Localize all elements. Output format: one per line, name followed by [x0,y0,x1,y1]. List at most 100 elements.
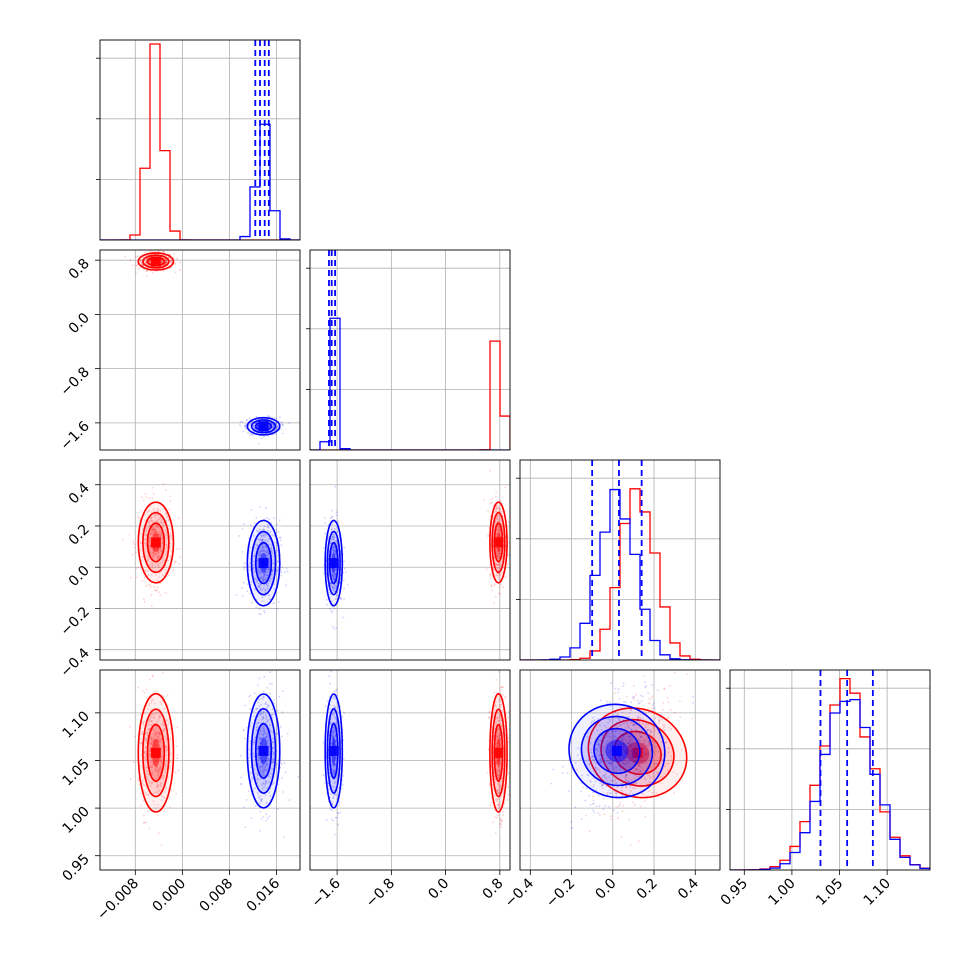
scatter-point [271,755,274,757]
scatter-point [258,506,261,509]
scatter-point [494,761,497,764]
scatter-point [496,800,499,803]
scatter-point [603,724,606,727]
scatter-point [165,547,168,550]
scatter-point [623,762,626,765]
density-peak-red [632,747,643,758]
scatter-point [335,794,338,796]
scatter-point [279,536,282,539]
scatter-point [262,727,265,729]
scatter-point [261,538,264,541]
scatter-point [628,818,631,821]
scatter-point [269,772,272,775]
scatter-point [332,789,334,792]
scatter-point [156,737,158,740]
scatter-point [666,696,669,699]
scatter-point [144,733,147,736]
scatter-point [142,499,145,502]
scatter-point [267,568,270,571]
scatter-point [603,779,606,782]
scatter-point [268,568,271,571]
scatter-point [257,792,260,795]
scatter-point [249,740,252,743]
scatter-point [635,768,638,770]
scatter-point [275,528,278,531]
scatter-point [145,731,147,734]
scatter-point [592,777,595,779]
scatter-point [265,716,268,719]
scatter-point [650,730,653,732]
scatter-point [611,779,614,782]
scatter-point [159,758,162,761]
scatter-point [153,717,156,719]
scatter-point [562,765,564,768]
scatter-point [265,763,268,765]
scatter-point [156,507,159,510]
scatter-point [259,613,262,616]
scatter-point [169,260,172,262]
scatter-point [263,675,266,678]
scatter-point [159,521,161,524]
scatter-point [273,583,275,586]
scatter-point [165,537,167,540]
scatter-point [162,695,165,697]
scatter-point [175,792,178,795]
scatter-point [327,782,330,785]
scatter-point [161,745,164,748]
scatter-point [494,495,497,498]
scatter-point [632,724,634,727]
scatter-point [158,731,161,734]
scatter-point [671,758,673,761]
scatter-point [330,610,333,612]
scatter-point [325,818,328,821]
scatter-point [149,718,151,720]
scatter-point [617,805,620,808]
scatter-point [162,561,164,563]
scatter-point [624,777,627,780]
scatter-point [148,780,150,782]
scatter-point [334,706,337,709]
histogram-blue [100,123,300,240]
scatter-point [242,728,245,731]
scatter-point [151,781,153,784]
scatter-point [266,703,269,706]
scatter-point [154,530,157,533]
scatter-point [332,576,335,578]
scatter-point [497,513,500,516]
scatter-point [163,810,165,812]
scatter-point [504,486,507,489]
density-peak-red [150,537,161,548]
scatter-point [160,760,162,762]
scatter-point [327,664,329,666]
scatter-point [639,766,642,768]
scatter-point [264,766,267,769]
scatter-point [259,538,262,541]
scatter-point [256,747,259,750]
scatter-point [250,817,253,820]
scatter-point [277,783,279,786]
scatter-point [158,555,161,557]
scatter-point [146,732,149,735]
scatter-point [645,761,648,763]
scatter-point [281,432,284,435]
scatter-point [333,546,335,549]
scatter-point [343,567,346,570]
scatter-point [252,425,255,428]
scatter-point [594,761,597,764]
scatter-point [343,587,346,590]
scatter-point [552,768,555,771]
scatter-point [265,718,268,720]
scatter-point [266,583,268,585]
scatter-point [271,746,274,749]
scatter-point [256,772,259,775]
scatter-point [129,259,132,262]
scatter-point [268,598,271,600]
scatter-point [158,534,161,536]
scatter-point [259,737,262,740]
scatter-point [324,532,327,535]
scatter-point [332,795,335,798]
scatter-point [153,690,155,693]
scatter-point [267,543,270,546]
scatter-point [495,738,498,741]
scatter-point [262,715,265,718]
